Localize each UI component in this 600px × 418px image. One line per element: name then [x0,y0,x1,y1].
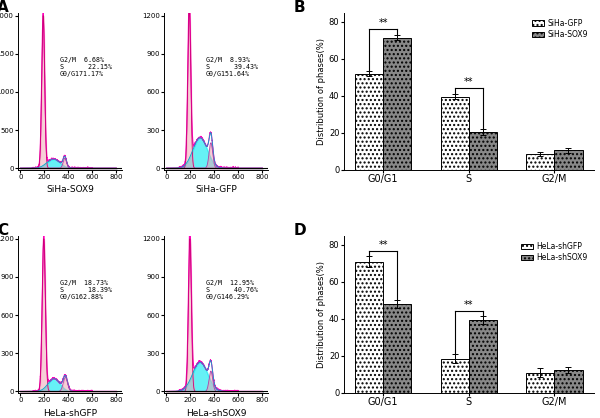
Text: **: ** [464,300,473,310]
Text: **: ** [379,18,388,28]
Text: D: D [293,223,306,238]
Bar [554,370,583,393]
Bar [526,154,554,170]
X-axis label: SiHa-GFP: SiHa-GFP [196,186,237,194]
Text: G2/M  8.93%
S      39.43%
G0/G151.64%: G2/M 8.93% S 39.43% G0/G151.64% [206,56,258,76]
Y-axis label: Distribution of phases(%): Distribution of phases(%) [317,261,326,368]
Text: B: B [293,0,305,15]
Bar [440,97,469,170]
Bar [383,304,412,393]
Bar [440,359,469,393]
Legend: SiHa-GFP, SiHa-SOX9: SiHa-GFP, SiHa-SOX9 [530,16,590,41]
Y-axis label: Distribution of phases(%): Distribution of phases(%) [317,38,326,145]
Bar [469,132,497,170]
Bar [526,372,554,393]
X-axis label: HeLa-shGFP: HeLa-shGFP [43,409,97,418]
X-axis label: HeLa-shSOX9: HeLa-shSOX9 [186,409,247,418]
X-axis label: SiHa-SOX9: SiHa-SOX9 [46,186,94,194]
Bar [469,320,497,393]
Text: **: ** [379,240,388,250]
Text: C: C [0,223,8,238]
Bar [383,38,412,170]
Bar [355,262,383,393]
Text: **: ** [464,77,473,87]
Text: G2/M  6.68%
S      22.15%
G0/G171.17%: G2/M 6.68% S 22.15% G0/G171.17% [60,56,112,76]
Bar [554,150,583,170]
Text: G2/M  18.73%
S      18.39%
G0/G162.88%: G2/M 18.73% S 18.39% G0/G162.88% [60,280,112,300]
Text: G2/M  12.95%
S      40.76%
G0/G146.29%: G2/M 12.95% S 40.76% G0/G146.29% [206,280,258,300]
Bar [355,74,383,170]
Legend: HeLa-shGFP, HeLa-shSOX9: HeLa-shGFP, HeLa-shSOX9 [519,240,590,265]
Text: A: A [0,0,9,15]
